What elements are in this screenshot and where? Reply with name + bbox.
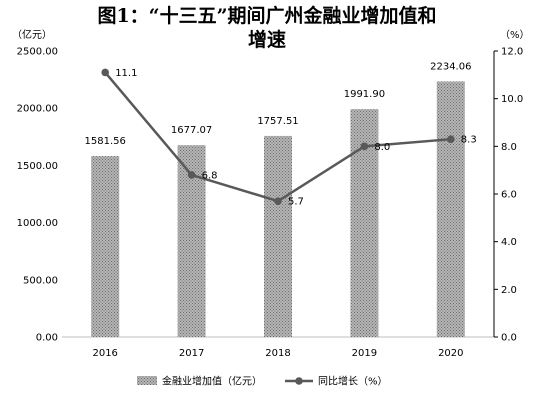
bar-value-label: 2234.06 <box>430 61 471 72</box>
legend-bar-label: 金融业增加值（亿元） <box>162 375 262 388</box>
x-tick-label: 2020 <box>438 348 463 359</box>
growth-point <box>187 171 196 179</box>
left-tick-label: 0.00 <box>36 333 58 344</box>
bar-value-label: 1991.90 <box>344 89 385 100</box>
growth-value-label: 6.8 <box>202 170 218 181</box>
chart-title-line2: 增速 <box>247 29 286 51</box>
growth-value-label: 8.0 <box>374 142 390 153</box>
growth-point <box>274 197 282 205</box>
left-tick-label: 2500.00 <box>17 47 58 58</box>
chart-title: 图1：“十三五”期间广州金融业增加值和 增速 <box>0 4 534 52</box>
left-axis-unit: （亿元） <box>12 28 52 41</box>
bar-value-label: 1677.07 <box>171 125 212 136</box>
growth-point <box>101 68 109 77</box>
bar-value-label: 1581.56 <box>85 136 126 147</box>
x-tick-label: 2017 <box>179 348 204 359</box>
left-tick-label: 2000.00 <box>17 104 58 115</box>
growth-point <box>447 135 455 143</box>
legend-line-label: 同比增长（%） <box>318 375 388 388</box>
right-tick-label: 12.0 <box>501 47 523 58</box>
right-tick-label: 0.0 <box>501 333 517 344</box>
bar <box>264 135 292 337</box>
growth-value-label: 5.7 <box>288 197 304 208</box>
right-tick-label: 8.0 <box>501 142 517 153</box>
left-tick-label: 1000.00 <box>17 218 58 229</box>
bar <box>436 81 465 337</box>
right-tick-label: 10.0 <box>501 94 523 105</box>
right-tick-label: 6.0 <box>501 190 517 201</box>
x-tick-label: 2019 <box>352 348 377 359</box>
growth-value-label: 11.1 <box>115 68 137 79</box>
chart-title-line1: 图1：“十三五”期间广州金融业增加值和 <box>97 5 437 27</box>
left-tick-label: 500.00 <box>23 275 58 286</box>
legend-line-marker <box>295 377 303 385</box>
x-tick-label: 2018 <box>265 348 290 359</box>
right-axis-unit: （%） <box>500 29 530 41</box>
growth-value-label: 8.3 <box>461 135 477 146</box>
legend-bar-swatch <box>137 376 157 385</box>
bar-value-label: 1757.51 <box>257 116 298 127</box>
right-tick-label: 2.0 <box>501 285 517 296</box>
bar <box>91 156 120 337</box>
growth-point <box>360 142 369 151</box>
left-tick-label: 1500.00 <box>17 161 58 172</box>
x-tick-label: 2016 <box>92 348 117 359</box>
right-tick-label: 4.0 <box>501 237 517 248</box>
